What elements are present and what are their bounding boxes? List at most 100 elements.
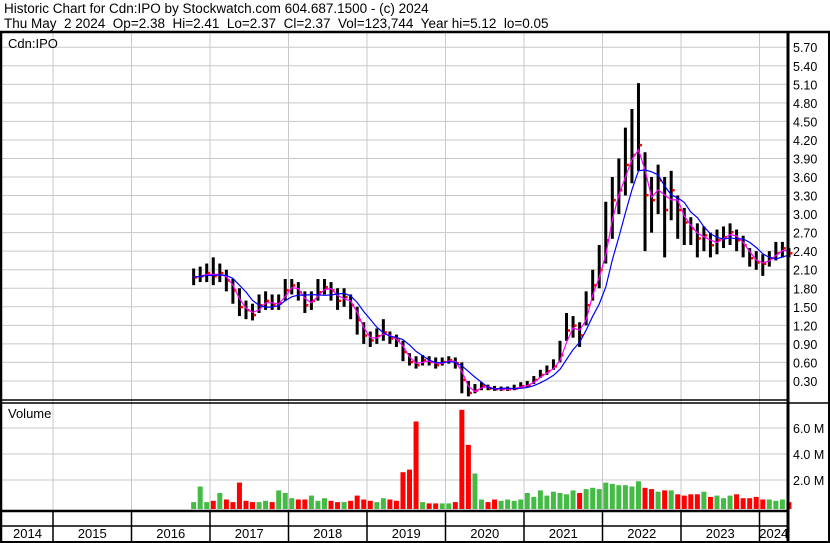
volume-bar bbox=[413, 421, 419, 509]
price-tick-label: 1.80 bbox=[793, 282, 817, 296]
volume-bar bbox=[590, 487, 596, 509]
close-marker bbox=[750, 256, 754, 260]
volume-tick-label: 4.0 M bbox=[793, 448, 824, 462]
year-tick-label: 2021 bbox=[549, 526, 578, 541]
close-marker bbox=[593, 284, 597, 287]
long-moving-average-line bbox=[193, 169, 790, 390]
volume-bar bbox=[492, 499, 498, 509]
close-marker bbox=[318, 290, 322, 294]
volume-bar bbox=[622, 485, 628, 509]
volume-bar bbox=[544, 495, 550, 509]
close-marker bbox=[613, 198, 616, 202]
volume-bar bbox=[557, 493, 563, 509]
volume-bar bbox=[603, 482, 609, 509]
volume-bar bbox=[773, 500, 779, 509]
volume-bar bbox=[433, 503, 439, 509]
close-marker bbox=[325, 286, 328, 289]
close-marker bbox=[384, 331, 387, 334]
volume-bar bbox=[766, 499, 772, 509]
price-tick-label: 3.60 bbox=[793, 171, 817, 185]
price-tick-label: 3.30 bbox=[793, 190, 817, 204]
volume-bar bbox=[721, 498, 727, 509]
close-marker bbox=[273, 303, 276, 307]
volume-bar bbox=[223, 499, 229, 509]
close-marker bbox=[482, 384, 485, 387]
volume-bar bbox=[191, 502, 197, 509]
close-marker bbox=[574, 324, 577, 327]
volume-bar bbox=[367, 500, 373, 509]
volume-bar bbox=[688, 494, 694, 509]
price-tick-label: 5.40 bbox=[793, 60, 817, 74]
close-marker bbox=[731, 231, 734, 234]
close-marker bbox=[632, 153, 636, 157]
price-bars bbox=[192, 83, 793, 397]
close-marker bbox=[646, 193, 649, 197]
volume-bar bbox=[485, 502, 491, 509]
close-marker bbox=[580, 334, 584, 337]
volume-bar bbox=[276, 490, 282, 509]
close-marker bbox=[626, 163, 629, 167]
close-marker bbox=[698, 237, 701, 240]
volume-bar bbox=[465, 444, 471, 509]
volume-bar bbox=[753, 496, 759, 509]
volume-bar bbox=[295, 499, 301, 509]
year-tick-label: 2017 bbox=[235, 526, 264, 541]
close-marker bbox=[253, 313, 257, 317]
volume-bar bbox=[380, 498, 386, 509]
price-tick-label: 5.70 bbox=[793, 41, 817, 55]
volume-bar bbox=[524, 493, 530, 509]
close-marker bbox=[371, 339, 374, 342]
volume-bar bbox=[505, 499, 511, 509]
close-marker bbox=[783, 247, 786, 250]
close-marker bbox=[462, 378, 466, 382]
price-tick-label: 4.80 bbox=[793, 97, 817, 111]
volume-bar bbox=[747, 498, 753, 509]
volume-bar bbox=[727, 495, 733, 509]
price-tick-label: 4.20 bbox=[793, 134, 817, 148]
chart-title: Historic Chart for Cdn:IPO by Stockwatch… bbox=[4, 1, 429, 16]
volume-bar bbox=[439, 503, 445, 509]
volume-bar bbox=[407, 469, 413, 509]
year-tick-label: 2022 bbox=[627, 526, 656, 541]
close-marker bbox=[286, 289, 289, 292]
close-marker bbox=[704, 234, 708, 237]
close-marker bbox=[449, 358, 453, 362]
volume-bar bbox=[609, 483, 615, 509]
volume-bar bbox=[236, 482, 242, 509]
volume-bar bbox=[675, 494, 681, 509]
volume-bar bbox=[459, 409, 465, 509]
close-marker bbox=[345, 295, 348, 299]
short-moving-average-line bbox=[193, 148, 789, 393]
volume-bar bbox=[387, 499, 393, 509]
volume-bar bbox=[282, 493, 288, 509]
close-marker bbox=[410, 360, 414, 364]
year-tick-label: 2016 bbox=[156, 526, 185, 541]
volume-bar bbox=[531, 496, 537, 509]
year-tick-label: 2018 bbox=[313, 526, 342, 541]
volume-bar bbox=[629, 486, 635, 509]
close-marker bbox=[338, 299, 342, 303]
price-tick-label: 0.90 bbox=[793, 338, 817, 352]
price-tick-label: 4.50 bbox=[793, 115, 817, 129]
volume-bar bbox=[400, 472, 406, 509]
volume-bar bbox=[649, 489, 655, 509]
close-marker bbox=[717, 239, 721, 242]
close-marker bbox=[364, 334, 368, 337]
volume-bar bbox=[714, 495, 720, 509]
volume-bar bbox=[393, 500, 399, 509]
close-marker bbox=[737, 239, 741, 242]
volume-bar bbox=[583, 489, 589, 509]
volume-bar bbox=[707, 496, 713, 509]
year-tick-label: 2024 bbox=[759, 526, 788, 541]
close-marker bbox=[358, 318, 361, 322]
close-marker bbox=[292, 284, 296, 287]
price-tick-label: 2.40 bbox=[793, 245, 817, 259]
volume-bar bbox=[204, 502, 210, 509]
volume-bar bbox=[616, 485, 622, 509]
close-marker bbox=[417, 363, 420, 367]
volume-bar bbox=[361, 499, 367, 509]
volume-bar bbox=[315, 500, 321, 509]
volume-bar bbox=[694, 494, 700, 509]
close-marker bbox=[665, 208, 669, 212]
close-marker bbox=[652, 198, 656, 202]
